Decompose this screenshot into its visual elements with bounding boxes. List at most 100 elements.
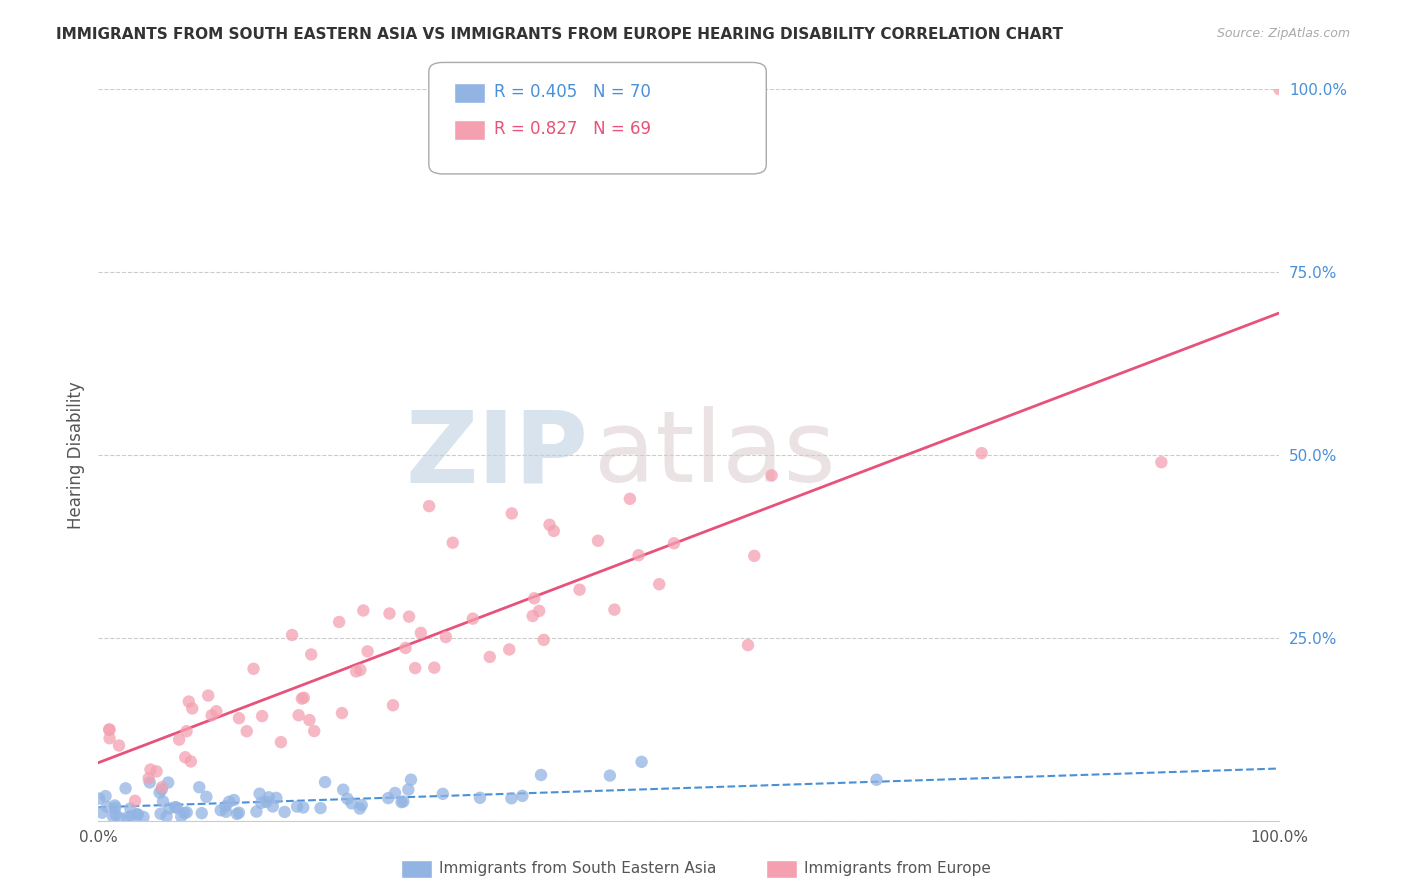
Point bbox=[523, 591, 546, 606]
Point bbox=[108, 739, 131, 753]
Point bbox=[1268, 82, 1291, 96]
Point bbox=[299, 648, 322, 662]
Point bbox=[104, 798, 127, 813]
Point bbox=[117, 810, 139, 824]
Point bbox=[138, 775, 160, 789]
Point bbox=[215, 805, 238, 819]
Point bbox=[291, 691, 314, 706]
Point bbox=[167, 732, 190, 747]
Point bbox=[394, 640, 416, 655]
Point bbox=[292, 690, 315, 705]
Point bbox=[157, 775, 180, 789]
Point bbox=[627, 548, 650, 562]
Point bbox=[287, 708, 309, 723]
Point bbox=[257, 790, 280, 805]
Point bbox=[309, 801, 332, 815]
Point bbox=[330, 706, 353, 720]
Text: IMMIGRANTS FROM SOUTH EASTERN ASIA VS IMMIGRANTS FROM EUROPE HEARING DISABILITY : IMMIGRANTS FROM SOUTH EASTERN ASIA VS IM… bbox=[56, 27, 1063, 42]
Point bbox=[201, 708, 224, 723]
Point bbox=[384, 786, 406, 800]
Point bbox=[242, 662, 264, 676]
Point bbox=[190, 806, 212, 821]
Point bbox=[222, 793, 245, 807]
Point bbox=[586, 533, 609, 548]
Point bbox=[91, 805, 114, 820]
Point bbox=[630, 755, 652, 769]
Point bbox=[226, 806, 249, 821]
Text: R = 0.827   N = 69: R = 0.827 N = 69 bbox=[494, 120, 651, 138]
Point bbox=[1150, 455, 1173, 469]
Point bbox=[349, 801, 371, 815]
Point bbox=[245, 805, 267, 819]
Point bbox=[176, 724, 198, 739]
Point bbox=[104, 807, 127, 822]
Point bbox=[197, 689, 219, 703]
Point bbox=[228, 805, 250, 820]
Point bbox=[127, 807, 149, 822]
Text: ZIP: ZIP bbox=[406, 407, 589, 503]
Point bbox=[205, 704, 228, 718]
Text: R = 0.405   N = 70: R = 0.405 N = 70 bbox=[494, 83, 651, 101]
Point bbox=[138, 772, 160, 786]
Point bbox=[344, 665, 367, 679]
Y-axis label: Hearing Disability: Hearing Disability bbox=[66, 381, 84, 529]
Point bbox=[249, 787, 271, 801]
Point bbox=[152, 794, 174, 808]
Point bbox=[173, 805, 195, 820]
Point bbox=[120, 809, 142, 823]
Point bbox=[332, 782, 354, 797]
Point bbox=[101, 810, 124, 824]
Point bbox=[250, 796, 273, 810]
Point bbox=[737, 638, 759, 652]
Point bbox=[568, 582, 591, 597]
Point bbox=[619, 491, 641, 506]
Point bbox=[302, 724, 325, 739]
Point bbox=[378, 607, 401, 621]
Point bbox=[352, 603, 374, 617]
Point bbox=[512, 789, 534, 803]
Point bbox=[478, 649, 501, 664]
Point bbox=[432, 787, 454, 801]
Point bbox=[970, 446, 993, 460]
Point bbox=[218, 795, 240, 809]
Point bbox=[399, 772, 422, 787]
Point bbox=[441, 535, 464, 549]
Point bbox=[195, 789, 218, 804]
Point bbox=[150, 780, 173, 794]
Point bbox=[120, 801, 142, 815]
Point bbox=[176, 805, 198, 820]
Text: Source: ZipAtlas.com: Source: ZipAtlas.com bbox=[1216, 27, 1350, 40]
Point bbox=[350, 798, 373, 813]
Point bbox=[98, 723, 121, 737]
Point bbox=[461, 612, 484, 626]
Point bbox=[145, 764, 167, 779]
Point bbox=[418, 499, 440, 513]
Point bbox=[404, 661, 426, 675]
Text: Immigrants from Europe: Immigrants from Europe bbox=[804, 862, 991, 876]
Point bbox=[498, 642, 520, 657]
Point bbox=[165, 800, 187, 814]
Point bbox=[150, 782, 173, 797]
Point bbox=[340, 797, 363, 811]
Point bbox=[174, 750, 197, 764]
Point bbox=[468, 790, 491, 805]
Point bbox=[228, 711, 250, 725]
Point bbox=[266, 791, 288, 805]
Point bbox=[98, 723, 121, 737]
Point bbox=[214, 799, 236, 814]
Point bbox=[250, 709, 273, 723]
Point bbox=[139, 763, 162, 777]
Point bbox=[159, 801, 181, 815]
Point bbox=[398, 609, 420, 624]
Point bbox=[543, 524, 565, 538]
Point bbox=[180, 755, 202, 769]
Text: Immigrants from South Eastern Asia: Immigrants from South Eastern Asia bbox=[439, 862, 716, 876]
Point bbox=[148, 786, 170, 800]
Point bbox=[314, 775, 336, 789]
Point bbox=[166, 800, 188, 814]
Point bbox=[209, 803, 232, 817]
Point bbox=[127, 807, 149, 822]
Point bbox=[124, 794, 146, 808]
Point bbox=[254, 795, 277, 809]
Point bbox=[328, 615, 350, 629]
